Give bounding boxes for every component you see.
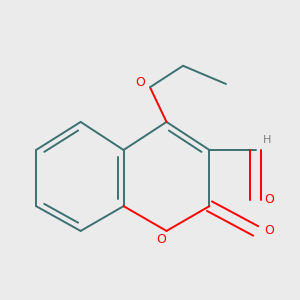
Text: O: O <box>157 233 166 246</box>
Text: H: H <box>263 135 272 145</box>
Text: O: O <box>264 224 274 237</box>
Text: O: O <box>135 76 145 89</box>
Text: O: O <box>264 193 274 206</box>
